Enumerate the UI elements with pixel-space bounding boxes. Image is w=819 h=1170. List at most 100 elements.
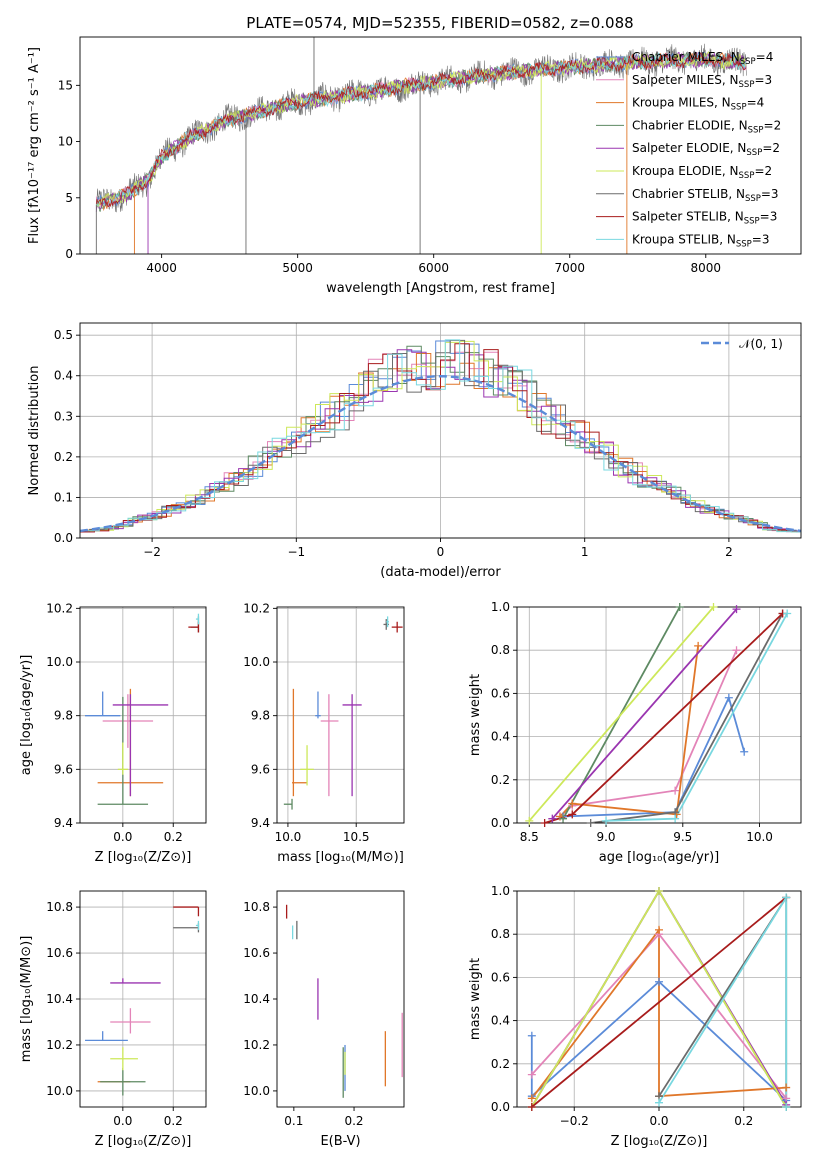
x-tick-label: 0.0 bbox=[113, 1114, 132, 1128]
weight-point-kroupa-stelib bbox=[782, 893, 791, 902]
weight-point-kroupa-stelib bbox=[671, 814, 680, 823]
errorbar-kroupa-elodie bbox=[110, 1047, 138, 1071]
x-tick-label: −2 bbox=[143, 545, 161, 559]
legend-label-salpeter-elodie: Salpeter ELODIE, NSSP=2 bbox=[632, 141, 780, 158]
y-tick-label: 10.0 bbox=[243, 655, 270, 669]
axes-weight_vs_age: 8.5 9.0 9.5 10.0 0.0 0.2 0.4 0.6 0.8 1.0 age [log₁… bbox=[468, 600, 802, 865]
x-axis-label: Z [log₁₀(Z/Z⊙)] bbox=[95, 1134, 192, 1149]
weight-point-kroupa-miles bbox=[782, 1083, 791, 1092]
x-axis-label: Z [log₁₀(Z/Z⊙)] bbox=[95, 850, 192, 865]
weight-point-kroupa-stelib bbox=[602, 816, 611, 825]
weight-line-kroupa-miles bbox=[559, 645, 699, 818]
x-tick-label: 9.0 bbox=[596, 830, 615, 844]
errorbar-salpeter-miles bbox=[102, 694, 154, 748]
errorbar-salpeter-miles bbox=[320, 694, 339, 797]
y-tick-label: 0.0 bbox=[491, 816, 510, 830]
spectrum-line-kroupa-stelib bbox=[95, 52, 747, 207]
y-tick-label: 10.0 bbox=[46, 655, 73, 669]
x-tick-label: 0.1 bbox=[284, 1114, 303, 1128]
errorbar-salpeter-miles bbox=[110, 1008, 151, 1034]
y-tick-label: 9.6 bbox=[251, 762, 270, 776]
weight-line-kroupa-miles bbox=[531, 927, 787, 1099]
x-tick-label: 1 bbox=[581, 545, 589, 559]
errorbar-kroupa-stelib bbox=[195, 920, 200, 931]
y-tick-label: 0.4 bbox=[491, 1014, 510, 1028]
plot-area-age_vs_Z bbox=[85, 613, 200, 805]
errorbar-kroupa-elodie bbox=[117, 742, 128, 775]
legend-label-kroupa-stelib: Kroupa STELIB, NSSP=3 bbox=[632, 232, 770, 249]
x-axis-label: E(B-V) bbox=[320, 1134, 360, 1149]
y-tick-label: 0.5 bbox=[54, 328, 73, 342]
y-tick-label: 10.2 bbox=[46, 1038, 73, 1052]
x-tick-label: 6000 bbox=[418, 261, 449, 275]
y-tick-label: 10.4 bbox=[243, 992, 270, 1006]
legend-label-normal: 𝒩(0, 1) bbox=[739, 337, 783, 351]
axes-residuals: −2 −1 0 1 2 0.0 0.1 0.2 0.3 0.4 0.5 (data-model)/er… bbox=[27, 322, 802, 580]
y-tick-label: 0.6 bbox=[491, 970, 510, 984]
weight-point-chabrier-elodie bbox=[675, 603, 684, 611]
y-tick-label: 10.0 bbox=[46, 1084, 73, 1098]
plot-area-mass_vs_EBV bbox=[285, 904, 403, 1098]
errorbar-salpeter-elodie bbox=[110, 978, 161, 984]
x-tick-label: 10.0 bbox=[275, 830, 302, 844]
figure-title: PLATE=0574, MJD=52355, FIBERID=0582, z=0… bbox=[246, 14, 633, 32]
histogram-salpeter-stelib bbox=[80, 343, 801, 533]
errorbar-salpeter-elodie bbox=[112, 694, 169, 797]
weight-point-kroupa-stelib bbox=[782, 1103, 791, 1111]
y-tick-label: 9.6 bbox=[54, 762, 73, 776]
y-tick-label: 10.8 bbox=[243, 900, 270, 914]
legend-label-salpeter-stelib: Salpeter STELIB, NSSP=3 bbox=[632, 210, 777, 227]
plot-area-mass_vs_Z bbox=[85, 906, 200, 1096]
y-axis-label: Flux [fλ10⁻¹⁷ erg cm⁻² s⁻¹ A⁻¹] bbox=[27, 47, 42, 244]
x-axis-label: Z [log₁₀(Z/Z⊙)] bbox=[611, 1134, 708, 1149]
weight-line-chabrier-miles bbox=[530, 980, 787, 1102]
x-tick-label: 0.2 bbox=[734, 1114, 753, 1128]
axes-spectrum: 4000 5000 6000 7000 8000 0 5 10 15 wavelength [An… bbox=[27, 36, 802, 296]
y-axis-label: mass weight bbox=[468, 958, 483, 1040]
y-tick-label: 10.4 bbox=[46, 992, 73, 1006]
x-tick-label: 10.0 bbox=[746, 830, 773, 844]
errorbar-chabrier-miles bbox=[315, 691, 321, 719]
spectrum-line-kroupa-elodie bbox=[95, 50, 747, 208]
y-tick-label: 0 bbox=[65, 247, 73, 261]
y-tick-label: 0.4 bbox=[491, 730, 510, 744]
plot-area-residuals bbox=[80, 339, 801, 533]
normal-curve bbox=[80, 374, 801, 533]
x-axis-label: (data-model)/error bbox=[380, 565, 501, 580]
errorbar-salpeter-stelib bbox=[173, 906, 200, 917]
weight-point-chabrier-miles bbox=[655, 977, 663, 986]
weight-point-salpeter-miles bbox=[671, 786, 680, 795]
weight-point-salpeter-stelib bbox=[527, 1103, 536, 1111]
y-axis-label: mass weight bbox=[468, 674, 483, 756]
y-tick-label: 0.4 bbox=[54, 369, 73, 383]
weight-point-kroupa-elodie bbox=[525, 816, 534, 825]
x-tick-label: 0.2 bbox=[344, 1114, 363, 1128]
x-tick-label: 0 bbox=[437, 545, 445, 559]
y-tick-label: 0.0 bbox=[54, 531, 73, 545]
x-axis-label: wavelength [Angstrom, rest frame] bbox=[326, 281, 555, 296]
legend-label-kroupa-elodie: Kroupa ELODIE, NSSP=2 bbox=[632, 164, 772, 181]
x-tick-label: 0.2 bbox=[164, 830, 183, 844]
y-tick-label: 9.8 bbox=[251, 709, 270, 723]
legend-label-salpeter-miles: Salpeter MILES, NSSP=3 bbox=[632, 73, 772, 90]
errorbar-chabrier-miles bbox=[85, 691, 121, 717]
x-axis-label: mass [log₁₀(M/M⊙)] bbox=[277, 850, 404, 865]
y-tick-label: 10.6 bbox=[243, 946, 270, 960]
weight-point-chabrier-elodie bbox=[559, 814, 568, 823]
y-tick-label: 10 bbox=[58, 135, 73, 149]
weight-line-kroupa-elodie bbox=[531, 891, 787, 1107]
axes-mass_vs_EBV: 0.1 0.2 10.0 10.2 10.4 10.6 10.8 E(B-V) bbox=[243, 890, 405, 1149]
histogram-chabrier-stelib bbox=[80, 339, 801, 533]
x-tick-label: 7000 bbox=[554, 261, 585, 275]
x-tick-label: 0.0 bbox=[113, 830, 132, 844]
errorbar-salpeter-elodie bbox=[342, 694, 362, 797]
plot-area-age_vs_mass bbox=[283, 616, 403, 810]
weight-point-kroupa-miles bbox=[568, 799, 577, 808]
y-tick-label: 9.8 bbox=[54, 709, 73, 723]
weight-point-chabrier-miles bbox=[724, 693, 733, 702]
weight-point-salpeter-miles bbox=[527, 1070, 536, 1079]
legend-label-kroupa-miles: Kroupa MILES, NSSP=4 bbox=[632, 96, 764, 113]
y-tick-label: 10.2 bbox=[243, 1038, 270, 1052]
errorbar-kroupa-elodie bbox=[300, 745, 314, 786]
